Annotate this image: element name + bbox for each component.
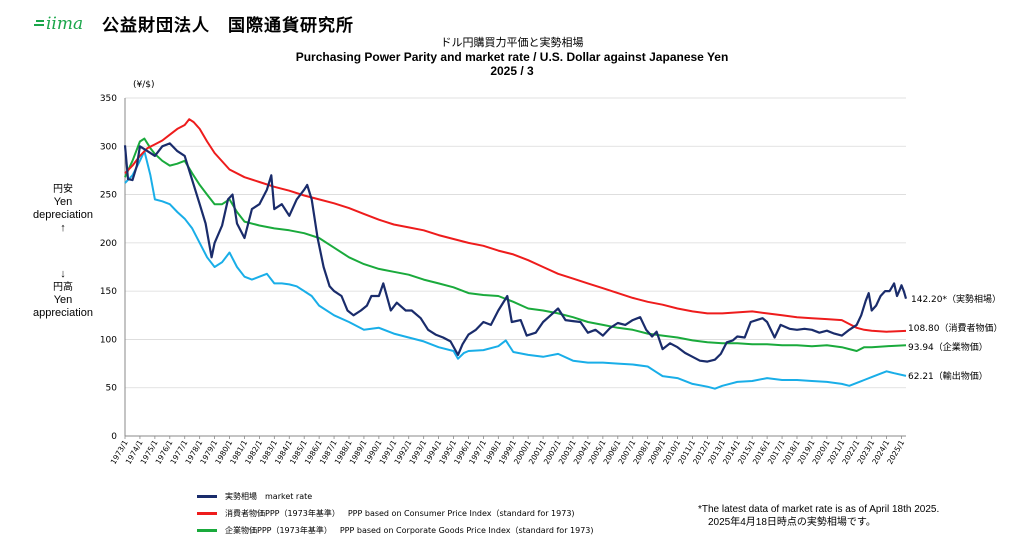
- series-line-2: [124, 137, 907, 352]
- y-tick-label: 250: [100, 191, 117, 201]
- iima-logo: iima: [34, 14, 83, 34]
- series-line-0: [123, 142, 908, 363]
- y-tick-labels: 0 50 100 150 200 250 300 350: [100, 94, 117, 442]
- y-tick-label: 0: [111, 432, 117, 442]
- end-labels: 142.20*（実勢相場） 108.80（消費者物価） 93.94（企業物価） …: [908, 293, 1003, 382]
- end-label-export: 62.21（輸出物価）: [908, 370, 988, 382]
- legend-swatch-cgpi: [197, 529, 217, 532]
- end-label-market: 142.20*（実勢相場）: [911, 293, 1001, 305]
- y-tick-label: 350: [100, 94, 117, 104]
- y-tick-label: 50: [106, 384, 118, 394]
- series-line-1: [124, 118, 907, 333]
- grid: [125, 97, 906, 389]
- yen-depreciation-label: 円安 Yen depreciation ↑: [33, 184, 93, 234]
- header: iima 公益財団法人 国際通貨研究所: [34, 8, 354, 38]
- org-name: 公益財団法人 国際通貨研究所: [102, 15, 354, 36]
- legend-item-cpi: 消費者物価PPP（1973年基準） PPP based on Consumer P…: [197, 505, 594, 522]
- y-tick-label: 300: [100, 142, 117, 152]
- series-lines: [123, 118, 908, 390]
- end-label-cgpi: 93.94（企業物価）: [908, 341, 988, 353]
- legend-item-cgpi: 企業物価PPP（1973年基準） PPP based on Corporate G…: [197, 522, 594, 539]
- svg-text:iima: iima: [46, 14, 83, 34]
- x-tick-labels: 1973/11974/11975/11976/11977/11978/11979…: [109, 438, 907, 466]
- legend-item-market: 実勢相場 market rate: [197, 488, 594, 505]
- y-tick-label: 150: [100, 287, 117, 297]
- y-axis-unit: (¥/$): [133, 80, 155, 90]
- legend: 実勢相場 market rate 消費者物価PPP（1973年基準） PPP bas…: [197, 488, 594, 539]
- title-date: 2025 / 3: [490, 64, 534, 78]
- series-line-3: [124, 150, 907, 390]
- y-tick-label: 200: [100, 239, 117, 249]
- end-label-cpi: 108.80（消費者物価）: [908, 322, 1003, 334]
- chart-titles: ドル円購買力平価と実勢相場 Purchasing Power Parity an…: [0, 36, 1024, 78]
- y-tick-label: 100: [100, 335, 117, 345]
- yen-appreciation-label: ↓ 円高 Yen appreciation: [33, 268, 93, 319]
- title-jp: ドル円購買力平価と実勢相場: [440, 36, 584, 49]
- legend-swatch-cpi: [197, 512, 217, 515]
- data-note: *The latest data of market rate is as of…: [698, 504, 940, 528]
- legend-swatch-market: [197, 495, 217, 498]
- title-en: Purchasing Power Parity and market rate …: [295, 50, 729, 64]
